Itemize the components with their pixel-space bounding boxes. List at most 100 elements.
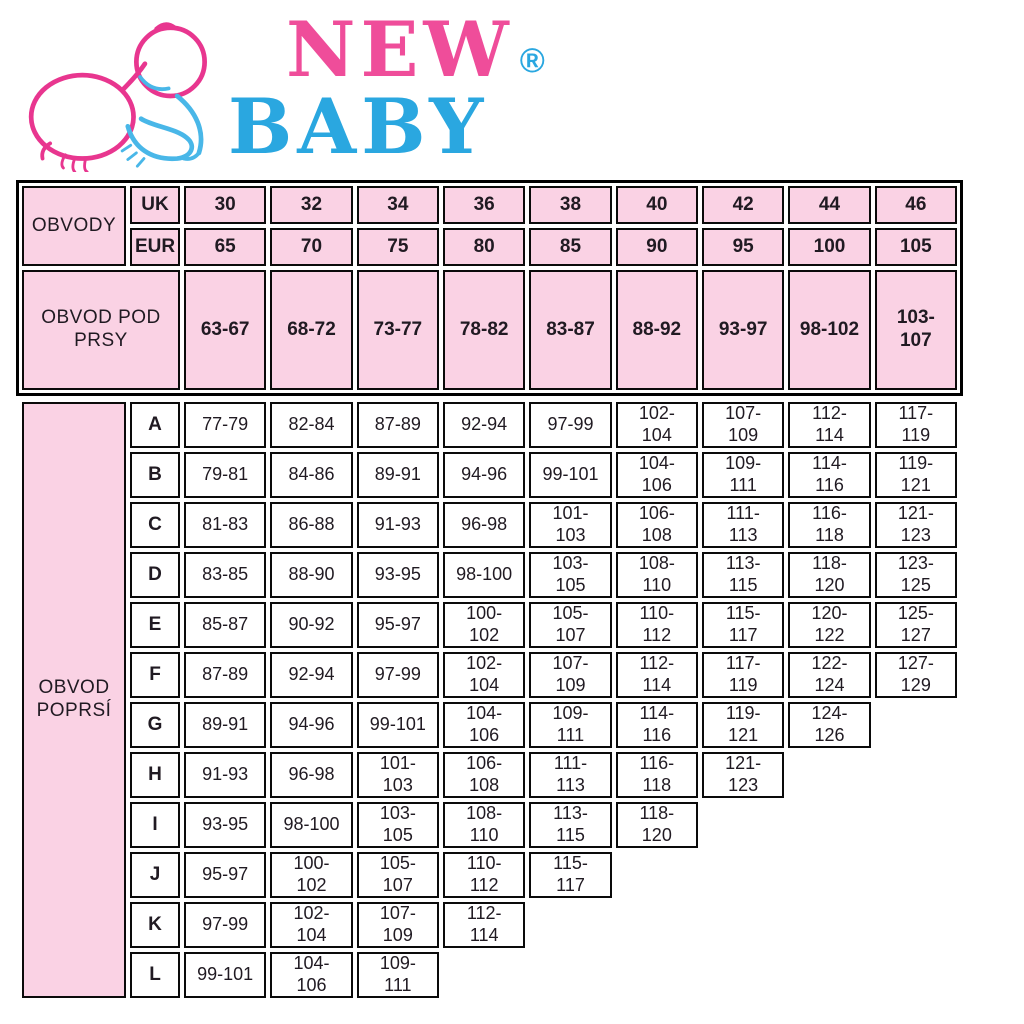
measurement-cell: 94-96: [270, 702, 353, 748]
eur-size-cell: 80: [443, 228, 526, 266]
cup-letter-cell-H: H: [130, 752, 180, 798]
measurement-cell: 79-81: [184, 452, 267, 498]
measurement-cell: 117- 119: [874, 402, 957, 448]
measurement-cell: 112- 114: [615, 652, 698, 698]
measurement-cell: 82-84: [270, 402, 353, 448]
measurement-cell: 119- 121: [702, 702, 785, 748]
measurement-cell: 87-89: [356, 402, 439, 448]
brand-line-baby: BABY: [228, 82, 489, 171]
measurement-cell: 97-99: [356, 652, 439, 698]
uk-size-cell: 32: [270, 186, 353, 224]
underbust-range-cell: 78-82: [443, 270, 526, 390]
measurement-cell: 88-90: [270, 552, 353, 598]
measurement-cell: 120- 122: [788, 602, 871, 648]
measurement-cell: 89-91: [184, 702, 267, 748]
measurement-cell: 81-83: [184, 502, 267, 548]
measurement-cell: 117- 119: [702, 652, 785, 698]
registered-trademark-icon: ®: [519, 42, 545, 80]
eur-size-cell: 100: [788, 228, 871, 266]
measurement-cell: 110- 112: [443, 852, 526, 898]
eur-size-cell: 90: [615, 228, 698, 266]
measurement-cell: 111- 113: [529, 752, 612, 798]
size-table-header: OBVODY UK EUR 30 32 34 36 38 40 42 44 46 65 70 75 80 85 9…: [16, 180, 963, 396]
cup-letter-cell-K: K: [130, 902, 180, 948]
uk-size-cell: 38: [529, 186, 612, 224]
measurement-cell: 123- 125: [874, 552, 957, 598]
cup-letter-cell-B: B: [130, 452, 180, 498]
uk-size-cell: 36: [443, 186, 526, 224]
cup-letter-cell-L: L: [130, 952, 180, 998]
underbust-range-cell: 98-102: [788, 270, 871, 390]
uk-size-cell: 46: [874, 186, 957, 224]
eur-size-cell: 75: [356, 228, 439, 266]
measurement-cell: 114- 116: [615, 702, 698, 748]
measurement-cell: 105- 107: [356, 852, 439, 898]
measurement-cell: 95-97: [184, 852, 267, 898]
cup-letter-cell-C: C: [130, 502, 180, 548]
measurement-cell: 103- 105: [356, 802, 439, 848]
measurement-cell: 101- 103: [529, 502, 612, 548]
baby-illustration: [28, 22, 207, 172]
measurement-cell: 107- 109: [529, 652, 612, 698]
underbust-range-cell: 93-97: [702, 270, 785, 390]
brand-wordmark: NEW ® BABY: [228, 12, 545, 165]
measurement-cell: 103- 105: [529, 552, 612, 598]
measurement-cell: 125- 127: [874, 602, 957, 648]
eur-size-cell: 105: [874, 228, 957, 266]
measurement-cell: 112- 114: [443, 902, 526, 948]
measurement-cell: 96-98: [443, 502, 526, 548]
cup-letter-cell-F: F: [130, 652, 180, 698]
measurement-cell: 107- 109: [356, 902, 439, 948]
measurement-cell: 108- 110: [615, 552, 698, 598]
measurement-cell: 109- 111: [529, 702, 612, 748]
measurement-cell: 104- 106: [270, 952, 353, 998]
eur-size-cell: 70: [270, 228, 353, 266]
measurement-cell: 104- 106: [443, 702, 526, 748]
eur-size-cell: 65: [184, 228, 267, 266]
underbust-range-cell: 68-72: [270, 270, 353, 390]
uk-size-cell: 34: [356, 186, 439, 224]
measurement-cell: 105- 107: [529, 602, 612, 648]
measurement-cell: 84-86: [270, 452, 353, 498]
underbust-range-cell: 83-87: [529, 270, 612, 390]
measurement-cell: 97-99: [184, 902, 267, 948]
cup-letter-cell-I: I: [130, 802, 180, 848]
measurement-cell: 116- 118: [788, 502, 871, 548]
measurement-cell: 119- 121: [874, 452, 957, 498]
measurement-cell: 115- 117: [529, 852, 612, 898]
brand-line-new: NEW ®: [286, 12, 545, 97]
measurement-cell: 98-100: [270, 802, 353, 848]
measurement-cell: 91-93: [184, 752, 267, 798]
measurement-cell: 122- 124: [788, 652, 871, 698]
measurement-cell: 97-99: [529, 402, 612, 448]
uk-size-cell: 44: [788, 186, 871, 224]
measurement-cell: 121- 123: [874, 502, 957, 548]
measurement-cell: 108- 110: [443, 802, 526, 848]
brand-logo: NEW ® BABY: [16, 12, 1024, 174]
measurement-cell: 124- 126: [788, 702, 871, 748]
measurement-cell: 106- 108: [615, 502, 698, 548]
cup-letter-cell-J: J: [130, 852, 180, 898]
measurement-cell: 109- 111: [356, 952, 439, 998]
eur-size-cell: 85: [529, 228, 612, 266]
measurement-cell: 101- 103: [356, 752, 439, 798]
measurement-cell: 113- 115: [702, 552, 785, 598]
measurement-cell: 89-91: [356, 452, 439, 498]
measurement-cell: 102- 104: [270, 902, 353, 948]
measurement-cell: 115- 117: [702, 602, 785, 648]
measurement-cell: 83-85: [184, 552, 267, 598]
measurement-cell: 96-98: [270, 752, 353, 798]
measurement-cell: 99-101: [184, 952, 267, 998]
measurement-cell: 87-89: [184, 652, 267, 698]
measurement-cell: 95-97: [356, 602, 439, 648]
measurement-cell: 118- 120: [788, 552, 871, 598]
measurement-cell: 100- 102: [443, 602, 526, 648]
measurement-cell: 102- 104: [443, 652, 526, 698]
measurement-cell: 77-79: [184, 402, 267, 448]
measurement-cell: 99-101: [529, 452, 612, 498]
brand-new-text: NEW: [286, 5, 514, 94]
measurement-cell: 98-100: [443, 552, 526, 598]
measurement-cell: 91-93: [356, 502, 439, 548]
underbust-label-cell: OBVOD POD PRSY: [22, 270, 180, 390]
measurement-cell: 112- 114: [788, 402, 871, 448]
